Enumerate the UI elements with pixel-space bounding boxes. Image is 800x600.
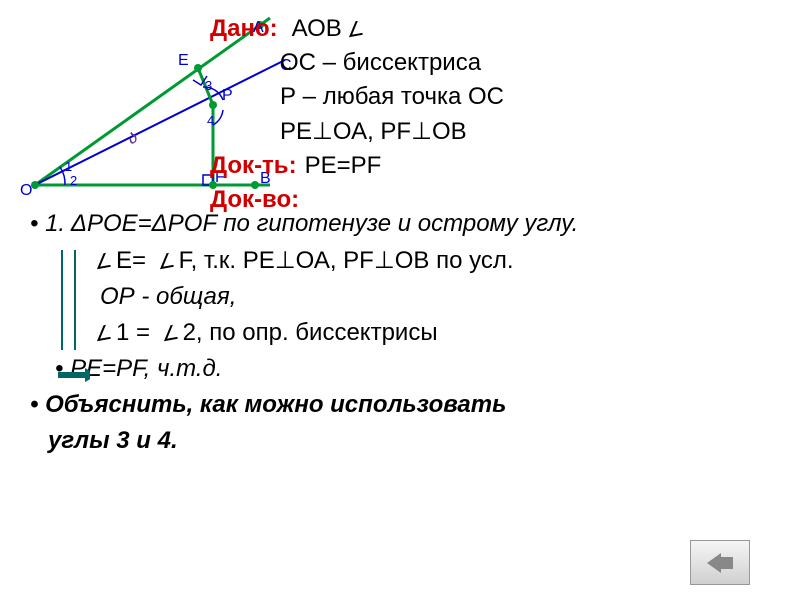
back-icon bbox=[705, 551, 735, 575]
perp-icon: ⊥ bbox=[374, 248, 395, 274]
perp-icon: ⊥ bbox=[275, 248, 296, 274]
given-perp-3: ОВ bbox=[432, 118, 467, 146]
angle-icon: ∠ bbox=[92, 248, 114, 276]
angle-icon: ∠ bbox=[344, 16, 366, 44]
angle-1: 1 bbox=[65, 159, 72, 174]
perp-icon: ⊥ bbox=[312, 117, 333, 146]
proof-step5: РЕ=РF, ч.т.д. bbox=[55, 355, 770, 383]
label-e: Е bbox=[178, 52, 189, 69]
proof-4a: 1 = bbox=[116, 319, 150, 346]
prove-label: Док-ть: bbox=[210, 152, 297, 180]
perp-icon: ⊥ bbox=[411, 117, 432, 146]
given-point: Р – любая точка ОС bbox=[280, 83, 504, 111]
angle-2: 2 bbox=[70, 173, 77, 188]
back-button[interactable] bbox=[690, 540, 750, 585]
proof-2c: ОА, РF bbox=[296, 247, 374, 274]
given-perp-1: РЕ bbox=[280, 118, 312, 146]
given-bisector: ОС – биссектриса bbox=[280, 49, 481, 77]
given-label: Дано: bbox=[210, 15, 278, 43]
proof-2d: ОВ по усл. bbox=[395, 247, 514, 274]
point-e bbox=[194, 64, 202, 72]
angle-icon: ∠ bbox=[92, 320, 114, 348]
proof-2a: Е= bbox=[116, 247, 146, 274]
angle-icon: ∠ bbox=[155, 248, 177, 276]
proof-block: 1. ΔРОЕ=ΔРОF по гипотенузе и острому угл… bbox=[30, 210, 770, 463]
angle-icon: ∠ bbox=[159, 320, 181, 348]
proof-2b: F, т.к. РЕ bbox=[179, 247, 275, 274]
proof-step1: 1. ΔРОЕ=ΔРОF по гипотенузе и острому угл… bbox=[30, 210, 770, 238]
proof-4b: 2, по опр. биссектрисы bbox=[183, 319, 438, 346]
given-aob: АОВ bbox=[292, 15, 342, 43]
proof-step3: ОР - общая, bbox=[100, 283, 770, 311]
given-perp-2: ОА, РF bbox=[333, 118, 411, 146]
given-block: Дано: АОВ ∠ ОС – биссектриса Р – любая т… bbox=[210, 15, 790, 220]
proof-explain1: Объяснить, как можно использовать bbox=[30, 391, 770, 419]
label-o: О bbox=[20, 182, 32, 199]
prove-text: РЕ=РF bbox=[305, 152, 382, 180]
bracket-arrow bbox=[50, 250, 80, 360]
proof-explain2: углы 3 и 4. bbox=[48, 427, 770, 455]
tick-op: ა bbox=[122, 126, 140, 148]
